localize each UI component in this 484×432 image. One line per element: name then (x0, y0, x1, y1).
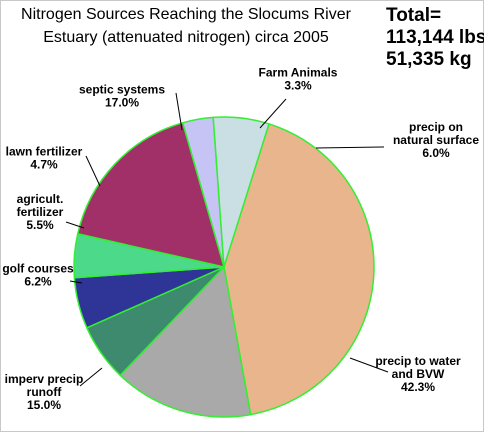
pie-slice-3 (119, 266, 252, 418)
slice-value-label-3: 15.0% (27, 398, 61, 412)
slice-name-label-6-0: lawn fertilizer (6, 145, 83, 159)
pie-slice-2 (223, 123, 375, 416)
slice-name-label-1-0: precip on (409, 120, 463, 134)
chart-title-line-1: Nitrogen Sources Reaching the Slocums Ri… (21, 6, 351, 23)
total-kg: 51,335 kg (386, 49, 472, 70)
slice-value-label-0: 3.3% (284, 79, 312, 93)
slice-value-label-7: 17.0% (105, 96, 139, 110)
leader-line-6 (85, 155, 101, 187)
leader-line-5 (65, 221, 85, 229)
slice-value-label-6: 4.7% (30, 158, 58, 172)
slice-value-label-5: 5.5% (26, 218, 54, 232)
leader-line-4 (69, 280, 83, 284)
leader-lines (65, 92, 389, 387)
slice-name-label-2-0: precip to water (375, 354, 461, 368)
leader-line-7 (175, 92, 183, 131)
leader-line-1 (315, 146, 385, 149)
slice-name-label-5-1: fertilizer (17, 205, 64, 219)
total-label: Total= (386, 5, 442, 26)
pie-slices (73, 116, 375, 418)
slice-name-label-2-1: and BVW (392, 367, 445, 381)
slice-value-label-1: 6.0% (422, 146, 450, 160)
leader-line-0 (259, 98, 287, 129)
slice-name-label-1-1: natural surface (393, 133, 479, 147)
total-lbs: 113,144 lbs (386, 27, 484, 48)
slice-name-label-3-1: runoff (27, 385, 63, 399)
slice-name-label-0-0: Farm Animals (259, 66, 338, 80)
slice-name-label-7-0: septic systems (79, 83, 165, 97)
slice-value-label-4: 6.2% (24, 275, 52, 289)
leader-line-2 (349, 357, 389, 373)
slice-value-label-2: 42.3% (401, 380, 435, 394)
chart-title-line-2: Estuary (attenuated nitrogen) circa 2005 (43, 29, 329, 46)
slice-name-label-4-0: golf courses (2, 262, 74, 276)
slice-name-label-5-0: agricult. (17, 192, 64, 206)
slice-name-label-3-0: imperv precip (5, 372, 84, 386)
pie-slice-7 (76, 122, 225, 268)
leader-line-3 (79, 367, 103, 387)
